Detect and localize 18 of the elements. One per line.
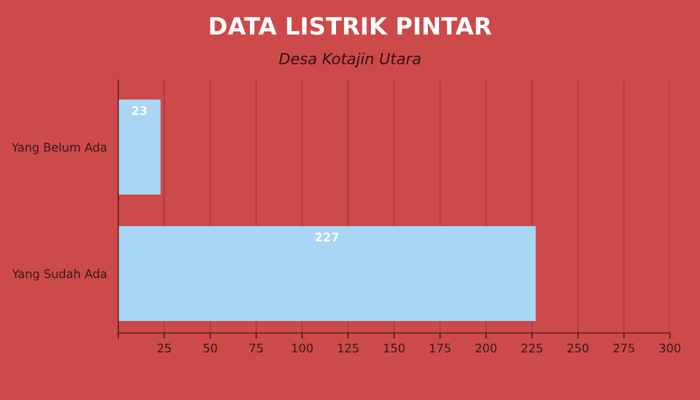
data-label: 227 [316,232,338,242]
chart-title: DATA LISTRIK PINTAR [210,16,492,35]
x-tick-label: 200 [476,344,497,353]
y-tick-label: Yang Belum Ada [12,142,106,154]
x-tick-label: 25 [158,344,171,353]
x-tick-label: 50 [204,344,217,353]
x-tick-label: 125 [338,344,358,353]
chart-subtitle: Desa Kotajin Utara [279,52,420,68]
x-tick-label: 300 [660,344,680,353]
x-tick-label: 100 [292,344,313,353]
x-tick-label: 225 [522,344,542,353]
data-label: 23 [132,106,147,116]
y-tick-label: Yang Sudah Ada [12,269,106,280]
x-tick-label: 250 [568,344,588,353]
x-tick-label: 75 [250,344,263,353]
x-tick-label: 150 [384,344,405,353]
x-tick-label: 275 [614,344,634,353]
x-tick-label: 175 [430,344,450,353]
